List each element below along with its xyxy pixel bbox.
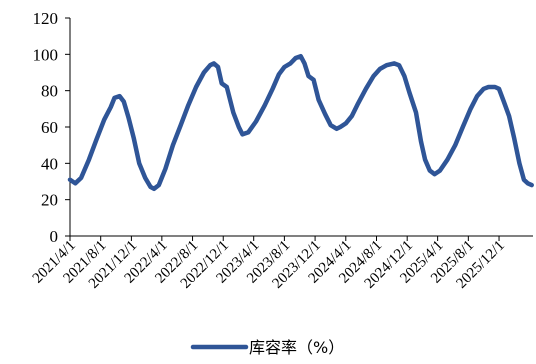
y-tick-label: 40 <box>41 154 58 173</box>
y-tick-label: 60 <box>41 118 58 137</box>
y-tick-label: 80 <box>41 82 58 101</box>
y-tick-label: 0 <box>50 227 59 246</box>
y-tick-label: 120 <box>33 9 59 28</box>
series-line <box>67 53 534 192</box>
y-tick-label: 20 <box>41 191 58 210</box>
legend-label: 库容率（%） <box>249 338 344 357</box>
y-tick-label: 100 <box>33 45 59 64</box>
